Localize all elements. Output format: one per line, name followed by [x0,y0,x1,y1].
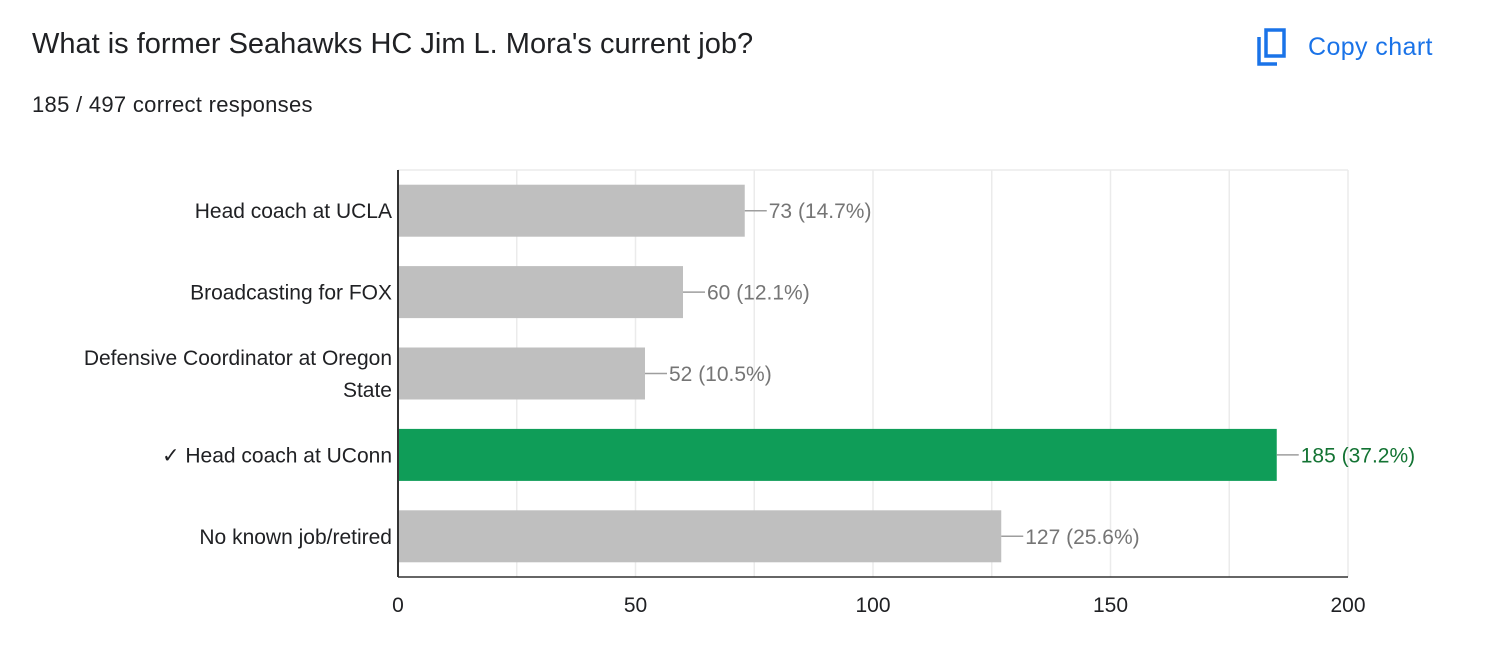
x-tick-label: 100 [855,594,890,617]
category-label-line: No known job/retired [199,526,392,549]
copy-chart-label: Copy chart [1308,32,1433,61]
category-label-line: Broadcasting for FOX [190,282,392,305]
chart-x-ticks: 0 50 100 150 200 [392,170,1366,617]
chart-category-labels: Head coach at UCLA Broadcasting for FOX De… [84,200,392,549]
value-label: 185 (37.2%) [1301,444,1415,467]
bar [398,428,1277,481]
x-tick-label: 50 [624,594,647,617]
category-label: No known job/retired [199,526,392,549]
x-tick-label: 150 [1093,594,1128,617]
value-label: 60 (12.1%) [707,282,810,305]
chart-value-labels: 73 (14.7%) 60 (12.1%) 52 (10.5%) 185 (37.2%… [645,200,1415,549]
category-label-line: ✓ Head coach at UConn [162,444,392,467]
score-summary: 185 / 497 correct responses [32,92,313,117]
value-label: 73 (14.7%) [769,200,872,223]
category-label-line: Defensive Coordinator at Oregon [84,347,392,370]
category-label-line: Head coach at UCLA [195,200,392,223]
category-label: Broadcasting for FOX [190,282,392,305]
copy-icon [1256,27,1288,67]
value-label: 52 (10.5%) [669,363,772,386]
category-label: ✓ Head coach at UConn [162,444,392,467]
x-tick-label: 0 [392,594,404,617]
bar [398,184,745,237]
bar [398,347,645,400]
question-title: What is former Seahawks HC Jim L. Mora's… [32,28,754,60]
category-label: Defensive Coordinator at Oregon State [84,347,392,402]
value-label: 127 (25.6%) [1025,526,1139,549]
bar [398,266,683,319]
bar [398,510,1002,563]
chart-bars [398,184,1277,563]
x-tick-label: 200 [1330,594,1365,617]
category-label: Head coach at UCLA [195,200,392,223]
copy-chart-button[interactable]: Copy chart [1250,22,1439,72]
category-label-line: State [343,379,392,402]
